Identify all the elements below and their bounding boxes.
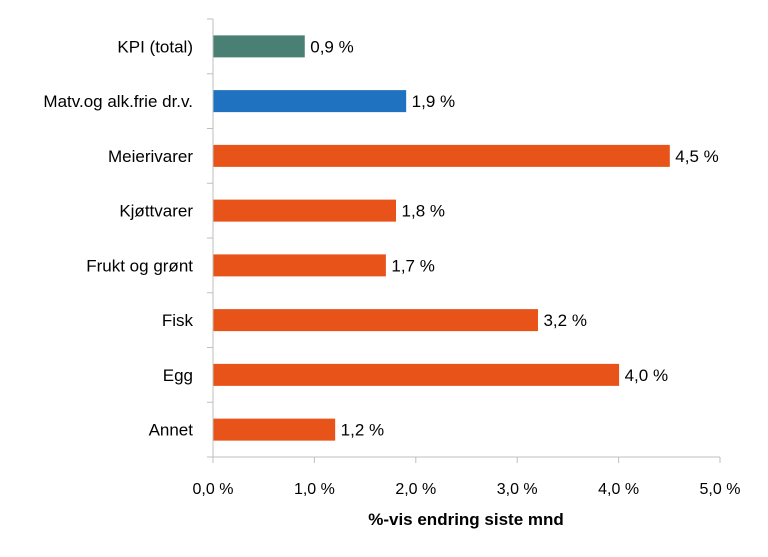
category-label: Frukt og grønt: [86, 256, 193, 275]
chart-bars: [213, 35, 670, 441]
chart-labels: KPI (total) 0,9 % Matv.og alk.frie dr.v. 1,…: [43, 37, 718, 439]
x-tick-label: 5,0 %: [700, 481, 741, 498]
bar: [213, 363, 620, 386]
chart-axes: 0,0 % 1,0 % 2,0 % 3,0 % 4,0 % 5,0 %: [193, 18, 741, 498]
bar: [213, 144, 670, 167]
category-label: Fisk: [162, 311, 194, 330]
bar: [213, 199, 397, 222]
x-tick-label: 3,0 %: [497, 481, 538, 498]
x-axis-label: %-vis endring siste mnd: [368, 510, 564, 529]
data-label: 4,5 %: [675, 147, 718, 166]
x-tick-label: 2,0 %: [395, 481, 436, 498]
category-label: KPI (total): [117, 37, 193, 56]
x-tick-label: 4,0 %: [598, 481, 639, 498]
data-label: 1,8 %: [402, 202, 445, 221]
data-label: 4,0 %: [625, 366, 668, 385]
data-label: 1,9 %: [412, 92, 455, 111]
data-label: 1,7 %: [391, 256, 434, 275]
category-label: Annet: [149, 421, 194, 440]
bar: [213, 418, 336, 441]
category-label: Egg: [163, 366, 193, 385]
category-label: Meierivarer: [108, 147, 193, 166]
bar: [213, 90, 407, 113]
x-tick-label: 0,0 %: [193, 481, 234, 498]
x-tick-label: 1,0 %: [294, 481, 335, 498]
bar: [213, 309, 538, 332]
category-label: Kjøttvarer: [119, 202, 193, 221]
category-label: Matv.og alk.frie dr.v.: [43, 92, 193, 111]
bar: [213, 254, 386, 277]
data-label: 3,2 %: [543, 311, 586, 330]
data-label: 0,9 %: [310, 37, 353, 56]
bar: [213, 35, 305, 58]
data-label: 1,2 %: [341, 421, 384, 440]
